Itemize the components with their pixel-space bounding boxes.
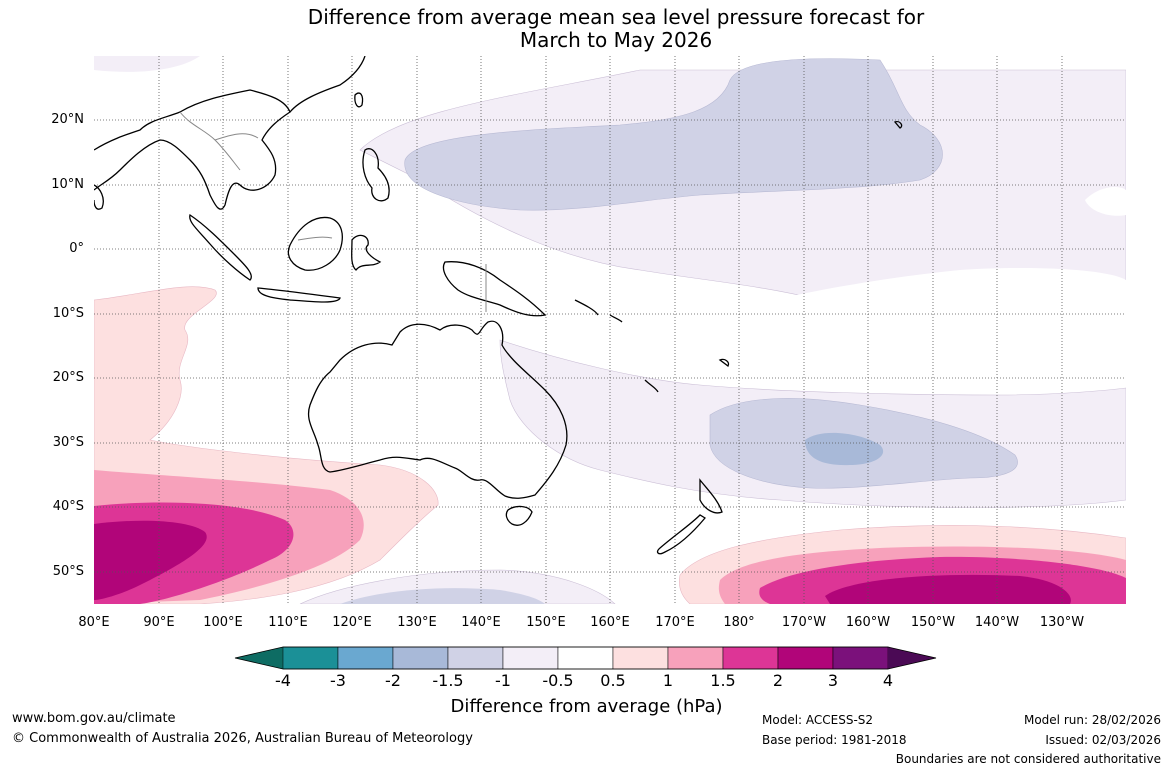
colorbar-tick: 4 <box>882 671 894 690</box>
map-title-line2: March to May 2026 <box>519 28 713 52</box>
lon-label-170w: 170°W <box>781 615 827 630</box>
lon-label-90e: 90°E <box>143 615 175 630</box>
tasmania-outline <box>505 505 533 526</box>
colorbar-segment <box>667 646 724 670</box>
new-zealand-north-island <box>699 478 723 514</box>
colorbar-tick: -1.5 <box>432 671 464 690</box>
sumatra-outline <box>189 213 252 281</box>
lon-label-80e: 80°E <box>78 615 110 630</box>
footer-copyright: © Commonwealth of Australia 2026, Austra… <box>12 731 473 746</box>
lat-label-20s: 20°S <box>52 370 84 385</box>
lon-label-130w: 130°W <box>1039 615 1085 630</box>
colorbar-tick: 1.5 <box>710 671 736 690</box>
lon-label-180: 180° <box>723 615 755 630</box>
lon-label-160e: 160°E <box>590 615 630 630</box>
colorbar-tick: 0.5 <box>600 671 626 690</box>
lat-label-40s: 40°S <box>52 499 84 514</box>
colorbar-tick: 1 <box>662 671 674 690</box>
anomaly-south-pacific-core <box>805 432 884 466</box>
java-outline <box>257 287 341 303</box>
colorbar-tick: -1 <box>495 671 511 690</box>
colorbar-segment <box>612 646 669 670</box>
coastlines <box>94 56 903 555</box>
colorbar-extend-high <box>888 647 936 669</box>
lon-label-150w: 150°W <box>910 615 956 630</box>
forecast-map <box>94 56 1126 604</box>
colorbar-tick: -3 <box>330 671 346 690</box>
colorbar-segment <box>282 646 339 670</box>
footer-model-run: Model run: 28/02/2026 <box>1023 713 1161 727</box>
anomaly-north-pacific-inner <box>404 58 943 211</box>
colorbar-tick: -4 <box>275 671 291 690</box>
lon-label-120e: 120°E <box>332 615 372 630</box>
colorbar-label: Difference from average (hPa) <box>450 696 723 717</box>
lon-label-160w: 160°W <box>845 615 891 630</box>
lat-label-30s: 30°S <box>52 435 84 450</box>
colorbar-segment <box>832 646 889 670</box>
lat-label-20n: 20°N <box>51 112 84 127</box>
lat-label-10s: 10°S <box>52 306 84 321</box>
new-guinea-outline <box>442 261 547 317</box>
colorbar-segment <box>777 646 834 670</box>
colorbar-segment <box>502 646 559 670</box>
lon-label-100e: 100°E <box>203 615 243 630</box>
lat-label-10n: 10°N <box>51 177 84 192</box>
colorbar-tick: 3 <box>827 671 839 690</box>
colorbar-segment <box>392 646 449 670</box>
colorbar-segment <box>337 646 394 670</box>
lat-label-0: 0° <box>69 241 84 256</box>
footer-model: Model: ACCESS-S2 <box>762 713 874 727</box>
colorbar-tick: -0.5 <box>542 671 574 690</box>
borders <box>179 111 487 312</box>
lon-label-170e: 170°E <box>655 615 695 630</box>
map-title-line1: Difference from average mean sea level p… <box>307 5 925 29</box>
lon-label-150e: 150°E <box>526 615 566 630</box>
lon-label-110e: 110°E <box>268 615 308 630</box>
lon-label-140e: 140°E <box>461 615 501 630</box>
footer-disclaimer: Boundaries are not considered authoritat… <box>895 752 1161 766</box>
colorbar-segment <box>557 646 614 670</box>
footer-base-period: Base period: 1981-2018 <box>762 733 907 747</box>
lat-label-50s: 50°S <box>52 564 84 579</box>
philippines-outline <box>362 148 390 202</box>
colorbar-segment <box>447 646 504 670</box>
anomaly-indian-ocean-core <box>94 520 207 600</box>
lon-label-130e: 130°E <box>397 615 437 630</box>
australia-outline <box>307 320 568 499</box>
colorbar-tick: -2 <box>385 671 401 690</box>
asia-mainland-outline <box>94 89 291 210</box>
lon-label-140w: 140°W <box>974 615 1020 630</box>
footer-website: www.bom.gov.au/climate <box>12 711 176 726</box>
colorbar-extend-low <box>235 647 283 669</box>
footer-issued: Issued: 02/03/2026 <box>1045 733 1161 747</box>
colorbar-tick: 2 <box>772 671 784 690</box>
colorbar-segment <box>722 646 779 670</box>
new-zealand-south-island <box>656 514 706 555</box>
borneo-outline <box>287 216 343 271</box>
colorbar-outline <box>234 646 937 670</box>
